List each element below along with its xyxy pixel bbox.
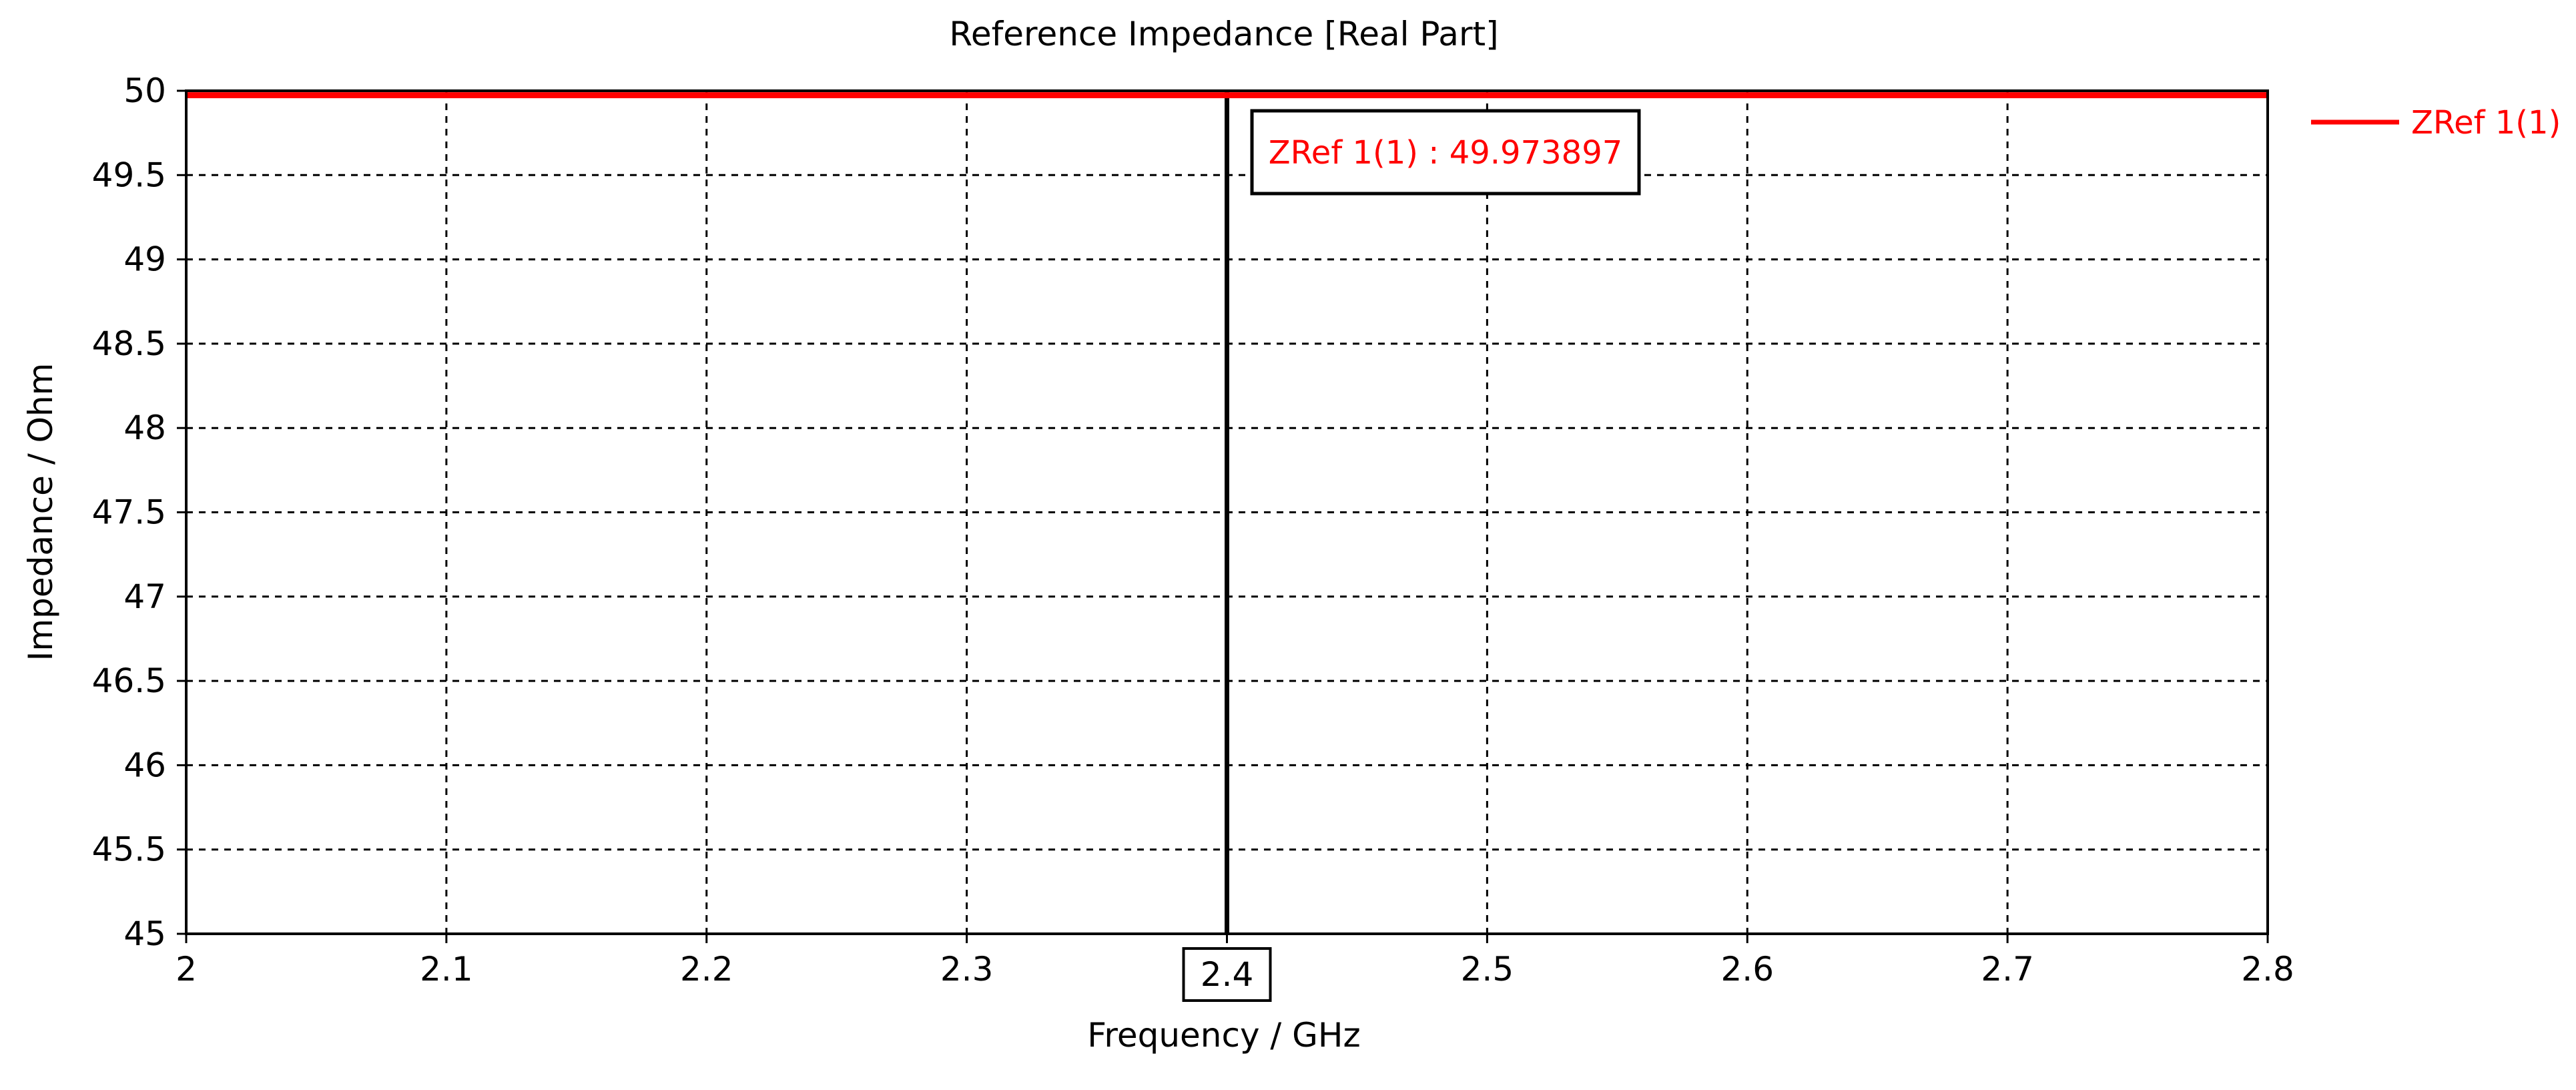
x-tick-label: 2.7 (1981, 950, 2034, 989)
y-tick-label: 45.5 (92, 830, 166, 869)
x-tick-label: 2.8 (2241, 950, 2294, 989)
x-tick-label: 2 (176, 950, 197, 989)
marker-x-label: 2.4 (1201, 955, 1254, 994)
x-tick-label: 2.3 (940, 950, 994, 989)
x-tick-label: 2.1 (420, 950, 473, 989)
y-tick-label: 49.5 (92, 156, 166, 194)
marker-annotation-text: ZRef 1(1) : 49.973897 (1269, 134, 1623, 172)
x-tick-label: 2.2 (680, 950, 733, 989)
y-axis-label: Impedance / Ohm (21, 363, 60, 661)
y-tick-label: 48 (123, 408, 166, 447)
y-tick-label: 49 (123, 240, 166, 279)
x-axis-label: Frequency / GHz (1087, 1016, 1361, 1055)
chart-title: Reference Impedance [Real Part] (949, 15, 1498, 53)
x-tick-label: 2.6 (1720, 950, 1774, 989)
y-tick-label: 46.5 (92, 661, 166, 700)
y-tick-label: 48.5 (92, 324, 166, 363)
y-tick-label: 46 (123, 746, 166, 784)
y-tick-label: 47 (123, 577, 166, 616)
y-tick-label: 45 (123, 914, 166, 953)
y-tick-label: 50 (123, 71, 166, 110)
y-tick-label: 47.5 (92, 493, 166, 532)
legend-label: ZRef 1(1) (2411, 104, 2561, 142)
x-tick-label: 2.5 (1461, 950, 1514, 989)
